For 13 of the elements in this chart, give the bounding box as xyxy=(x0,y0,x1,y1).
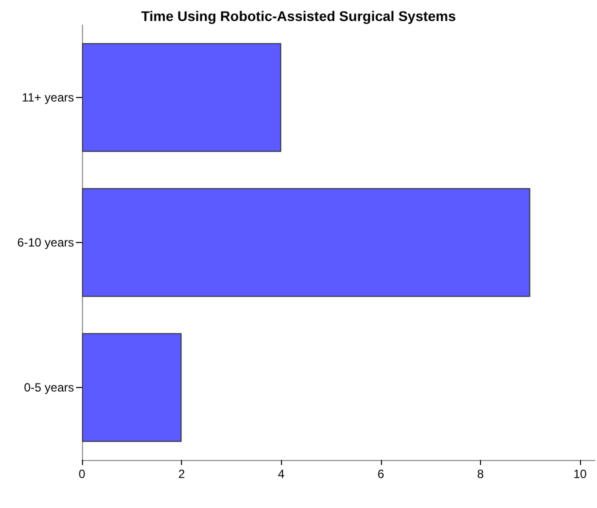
x-tick-label: 10 xyxy=(573,467,588,481)
x-tick-label: 4 xyxy=(278,467,285,481)
x-tick-label: 0 xyxy=(78,467,86,481)
chart-title: Time Using Robotic-Assisted Surgical Systems xyxy=(141,8,456,24)
y-tick-label: 0-5 years xyxy=(24,380,74,394)
bar xyxy=(82,43,282,152)
x-tick-label: 2 xyxy=(178,467,186,481)
y-tick-label: 6-10 years xyxy=(17,236,74,250)
x-tick-label: 6 xyxy=(377,467,384,481)
y-tick-label: 11+ years xyxy=(22,90,74,104)
bar xyxy=(82,188,530,297)
bar xyxy=(82,333,182,442)
x-tick-label: 8 xyxy=(477,467,484,481)
